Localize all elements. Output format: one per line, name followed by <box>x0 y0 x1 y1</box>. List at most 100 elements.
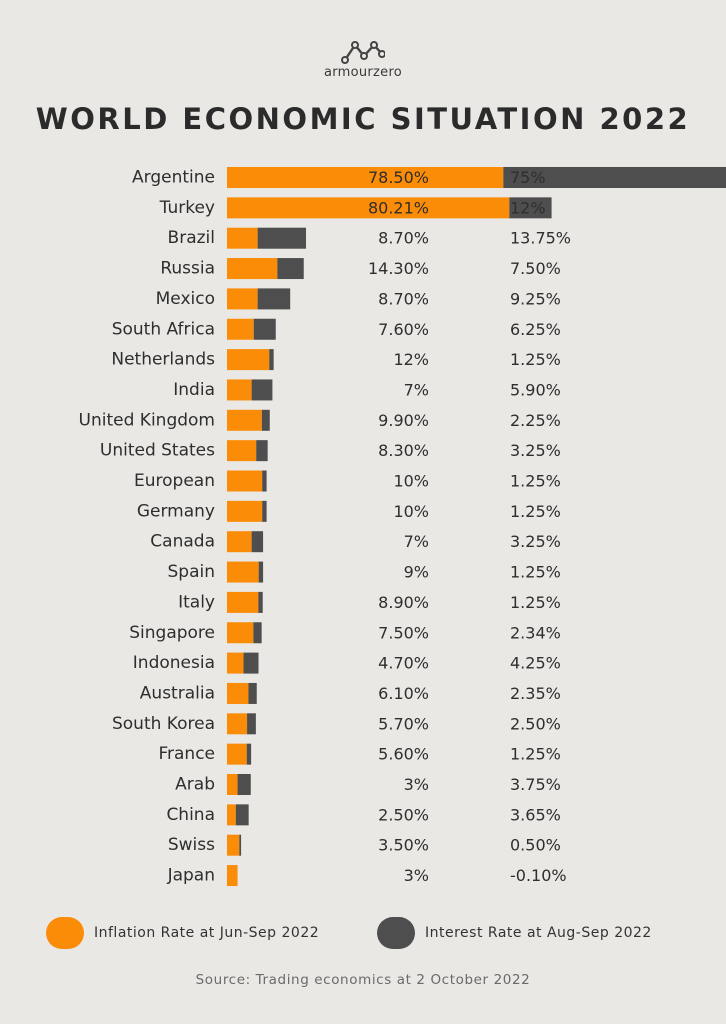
interest-value-label: 7.50% <box>510 259 561 278</box>
inflation-bar <box>227 227 258 249</box>
interest-bar <box>253 622 262 644</box>
interest-bar <box>261 409 270 431</box>
inflation-bar <box>227 379 252 401</box>
interest-value-label: 3.25% <box>510 441 561 460</box>
category-label: Canada <box>150 532 215 552</box>
interest-bar <box>243 652 259 674</box>
interest-value-label: 2.50% <box>510 714 561 733</box>
interest-bar <box>503 167 726 188</box>
inflation-bar <box>227 591 259 613</box>
inflation-bar <box>227 500 263 522</box>
interest-value-label: 3.25% <box>510 532 561 551</box>
category-label: Spain <box>168 562 216 582</box>
interest-value-label: 1.25% <box>510 593 561 612</box>
category-label: Italy <box>178 592 215 612</box>
inflation-bar <box>227 288 258 310</box>
category-label: Brazil <box>168 228 215 248</box>
inflation-bar <box>227 409 262 431</box>
inflation-bar <box>227 622 254 644</box>
interest-value-label: 2.35% <box>510 684 561 703</box>
inflation-value-label: 7% <box>404 532 429 551</box>
interest-bar <box>509 197 552 219</box>
inflation-bar <box>227 743 247 765</box>
inflation-bar <box>227 349 270 371</box>
interest-value-label: 0.50% <box>510 836 561 855</box>
interest-bar <box>258 561 264 583</box>
stacked-bar-chart: Argentine 78.50% 75% Turkey 80.21% 12% Brazil 8… <box>79 167 726 887</box>
category-label: South Korea <box>112 714 215 734</box>
inflation-value-label: 5.60% <box>378 745 429 764</box>
interest-value-label: 1.25% <box>510 350 561 369</box>
inflation-value-label: 80.21% <box>368 198 429 217</box>
brand-logo: armourzero <box>0 40 726 80</box>
interest-value-label: 3.65% <box>510 805 561 824</box>
inflation-bar <box>227 561 259 583</box>
interest-bar <box>248 682 257 704</box>
inflation-bar <box>227 258 278 280</box>
inflation-value-label: 10% <box>393 502 429 521</box>
inflation-value-label: 9% <box>404 563 429 582</box>
inflation-swatch <box>46 917 84 949</box>
category-label: France <box>158 744 215 764</box>
interest-value-label: 75% <box>510 168 546 187</box>
interest-bar <box>277 258 304 280</box>
inflation-value-label: 5.70% <box>378 714 429 733</box>
interest-value-label: 13.75% <box>510 229 571 248</box>
category-label: Germany <box>137 501 215 521</box>
inflation-value-label: 78.50% <box>368 168 429 187</box>
category-label: Turkey <box>159 198 215 218</box>
category-label: Mexico <box>156 289 215 309</box>
inflation-value-label: 3.50% <box>378 836 429 855</box>
interest-value-label: 1.25% <box>510 502 561 521</box>
interest-bar <box>251 379 273 401</box>
interest-value-label: 1.25% <box>510 563 561 582</box>
interest-bar <box>246 743 252 765</box>
category-label: Swiss <box>168 835 215 855</box>
inflation-value-label: 6.10% <box>378 684 429 703</box>
legend-inflation-label: Inflation Rate at Jun-Sep 2022 <box>94 925 320 941</box>
inflation-bar <box>227 804 236 826</box>
category-label: Arab <box>175 775 215 795</box>
inflation-value-label: 10% <box>393 472 429 491</box>
category-label: Russia <box>160 259 215 279</box>
chart-title: WORLD ECONOMIC SITUATION 2022 <box>35 102 691 136</box>
interest-bar <box>258 591 263 613</box>
interest-bar <box>257 288 291 310</box>
category-label: India <box>173 380 215 400</box>
interest-bar <box>247 713 256 735</box>
category-label: United States <box>100 441 215 461</box>
interest-value-label: -0.10% <box>510 866 567 885</box>
interest-bar <box>262 500 267 522</box>
inflation-bar <box>227 531 252 553</box>
inflation-bar <box>227 682 249 704</box>
inflation-value-label: 7% <box>404 380 429 399</box>
interest-bar <box>256 440 268 462</box>
inflation-value-label: 14.30% <box>368 259 429 278</box>
interest-value-label: 12% <box>510 198 546 217</box>
interest-value-label: 5.90% <box>510 380 561 399</box>
interest-value-label: 2.34% <box>510 623 561 642</box>
inflation-bar <box>227 470 263 492</box>
category-label: China <box>166 805 215 825</box>
category-label: Australia <box>140 683 215 703</box>
category-label: United Kingdom <box>79 410 215 430</box>
inflation-bar <box>227 440 257 462</box>
category-label: South Africa <box>112 319 215 339</box>
source-note: Source: Trading economics at 2 October 2… <box>195 972 531 988</box>
inflation-value-label: 3% <box>404 775 429 794</box>
inflation-bar <box>227 167 504 188</box>
interest-value-label: 3.75% <box>510 775 561 794</box>
interest-bar <box>237 774 251 795</box>
interest-bar <box>257 227 307 249</box>
interest-bar <box>251 531 264 553</box>
interest-value-label: 1.25% <box>510 745 561 764</box>
interest-value-label: 1.25% <box>510 472 561 491</box>
interest-bar <box>269 349 274 371</box>
category-label: Singapore <box>129 623 215 643</box>
category-label: Indonesia <box>133 653 215 673</box>
inflation-value-label: 8.70% <box>378 289 429 308</box>
interest-value-label: 9.25% <box>510 289 561 308</box>
interest-swatch <box>377 917 415 949</box>
inflation-value-label: 7.60% <box>378 320 429 339</box>
inflation-value-label: 4.70% <box>378 654 429 673</box>
